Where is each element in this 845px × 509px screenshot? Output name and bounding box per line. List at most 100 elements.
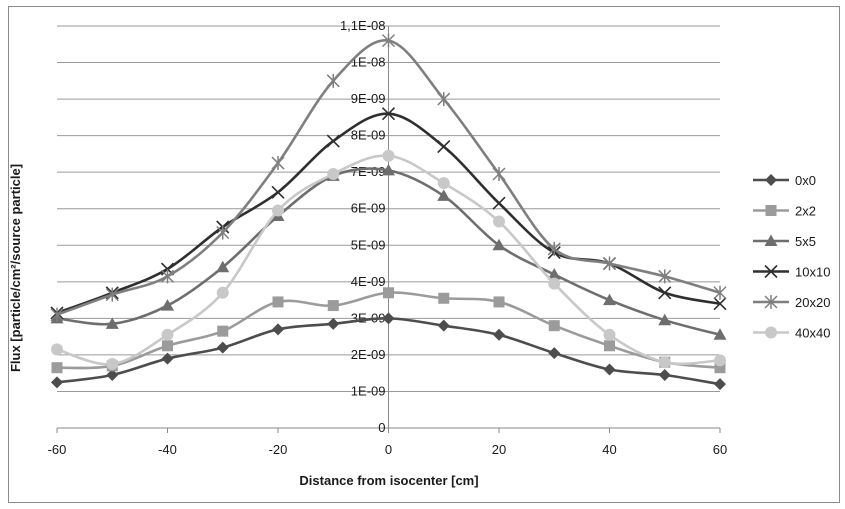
data-point-2x2 <box>438 292 450 304</box>
data-point-20x20 <box>216 225 230 240</box>
data-point-0x0 <box>603 363 616 376</box>
data-point-0x0 <box>161 352 174 365</box>
data-point-40x40 <box>382 149 395 162</box>
data-point-2x2 <box>162 340 173 352</box>
legend-item-0x0: 0x0 <box>753 173 816 188</box>
series-0x0 <box>51 312 726 391</box>
data-point-2x2 <box>383 287 394 299</box>
data-point-0x0 <box>714 378 726 391</box>
x-tick-label: 0 <box>385 442 392 457</box>
data-point-40x40 <box>548 277 561 290</box>
data-point-10x10 <box>381 107 396 121</box>
data-point-20x20 <box>50 307 64 322</box>
legend-item-5x5: 5x5 <box>753 234 816 249</box>
legend-swatch-marker <box>764 234 778 246</box>
x-tick-label: -20 <box>269 442 288 457</box>
data-point-40x40 <box>603 328 616 341</box>
data-point-2x2 <box>327 300 339 312</box>
data-point-0x0 <box>51 376 63 389</box>
legend-swatch-marker <box>765 205 777 216</box>
series-20x20 <box>50 33 727 322</box>
data-point-0x0 <box>437 319 450 332</box>
x-tick-label: -60 <box>48 442 67 457</box>
data-point-0x0 <box>272 323 284 336</box>
y-tick-label: 5E-09 <box>351 237 386 252</box>
data-point-20x20 <box>658 269 672 284</box>
data-point-20x20 <box>492 167 506 182</box>
data-point-2x2 <box>714 362 726 374</box>
y-tick-label: 1E-08 <box>351 55 386 70</box>
data-point-2x2 <box>493 296 505 308</box>
data-point-40x40 <box>161 328 174 341</box>
legend-label: 0x0 <box>795 173 816 188</box>
data-point-0x0 <box>658 369 671 382</box>
legend-item-40x40: 40x40 <box>753 326 830 341</box>
legend-label: 2x2 <box>795 204 816 219</box>
data-point-5x5 <box>161 299 174 311</box>
data-point-20x20 <box>437 92 451 107</box>
legend-label: 10x10 <box>795 265 830 280</box>
data-point-5x5 <box>713 328 727 340</box>
data-point-5x5 <box>105 317 119 329</box>
legend-item-10x10: 10x10 <box>753 265 830 280</box>
y-tick-label: 1,1E-08 <box>340 18 386 33</box>
data-point-40x40 <box>272 204 284 217</box>
data-point-20x20 <box>713 285 727 300</box>
data-point-10x10 <box>658 286 672 300</box>
y-tick-label: 7E-09 <box>351 164 386 179</box>
data-point-40x40 <box>437 177 450 190</box>
legend-swatch-marker <box>765 174 777 186</box>
series-5x5 <box>50 163 727 340</box>
data-point-5x5 <box>437 189 451 201</box>
data-point-20x20 <box>271 156 285 171</box>
data-point-2x2 <box>51 362 63 374</box>
data-point-0x0 <box>548 347 561 360</box>
legend-swatch-marker <box>765 326 777 339</box>
x-tick-labels: -60 -40 -20 0 20 40 60 <box>48 442 728 457</box>
data-point-10x10 <box>326 134 340 148</box>
data-point-20x20 <box>160 269 175 284</box>
legend-item-2x2: 2x2 <box>753 204 816 219</box>
data-point-10x10 <box>271 185 285 199</box>
legend-swatch-marker <box>764 264 778 279</box>
data-point-0x0 <box>382 312 395 325</box>
data-point-0x0 <box>493 328 505 341</box>
data-point-40x40 <box>493 215 505 228</box>
legend-swatch-marker <box>764 295 778 309</box>
data-point-5x5 <box>216 260 230 273</box>
data-point-5x5 <box>547 268 561 280</box>
data-point-10x10 <box>713 297 727 311</box>
y-tick-label: 0 <box>378 420 385 435</box>
y-tick-label: 9E-09 <box>351 91 386 106</box>
legend-item-20x20: 20x20 <box>753 295 830 310</box>
axes <box>56 26 721 433</box>
y-tick-label: 4E-09 <box>351 274 386 289</box>
data-point-40x40 <box>106 358 119 371</box>
legend-label: 40x40 <box>795 326 830 341</box>
data-point-40x40 <box>714 354 726 367</box>
data-point-40x40 <box>327 168 340 181</box>
legend: 0x0 2x2 5x5 10x10 20x20 40x40 <box>753 173 830 341</box>
series-40x40 <box>51 149 726 371</box>
data-point-20x20 <box>547 241 561 256</box>
y-tick-label: 1E-09 <box>351 383 386 398</box>
x-tick-label: -40 <box>158 442 177 457</box>
data-point-0x0 <box>216 341 229 354</box>
data-point-2x2 <box>548 320 560 332</box>
data-point-5x5 <box>492 238 506 251</box>
y-axis-title: Flux [particle/cm²/source particle] <box>8 164 23 372</box>
x-tick-label: 60 <box>713 442 727 457</box>
data-point-2x2 <box>217 325 229 337</box>
data-point-0x0 <box>327 317 340 330</box>
data-point-2x2 <box>604 340 615 352</box>
data-point-40x40 <box>51 343 63 356</box>
data-point-0x0 <box>106 369 119 382</box>
data-point-5x5 <box>603 293 616 306</box>
chart-frame <box>8 6 840 503</box>
y-tick-label: 8E-09 <box>351 128 386 143</box>
legend-label: 5x5 <box>795 234 816 249</box>
data-point-40x40 <box>216 286 229 299</box>
data-point-40x40 <box>658 356 671 369</box>
x-tick-label: 20 <box>492 442 506 457</box>
